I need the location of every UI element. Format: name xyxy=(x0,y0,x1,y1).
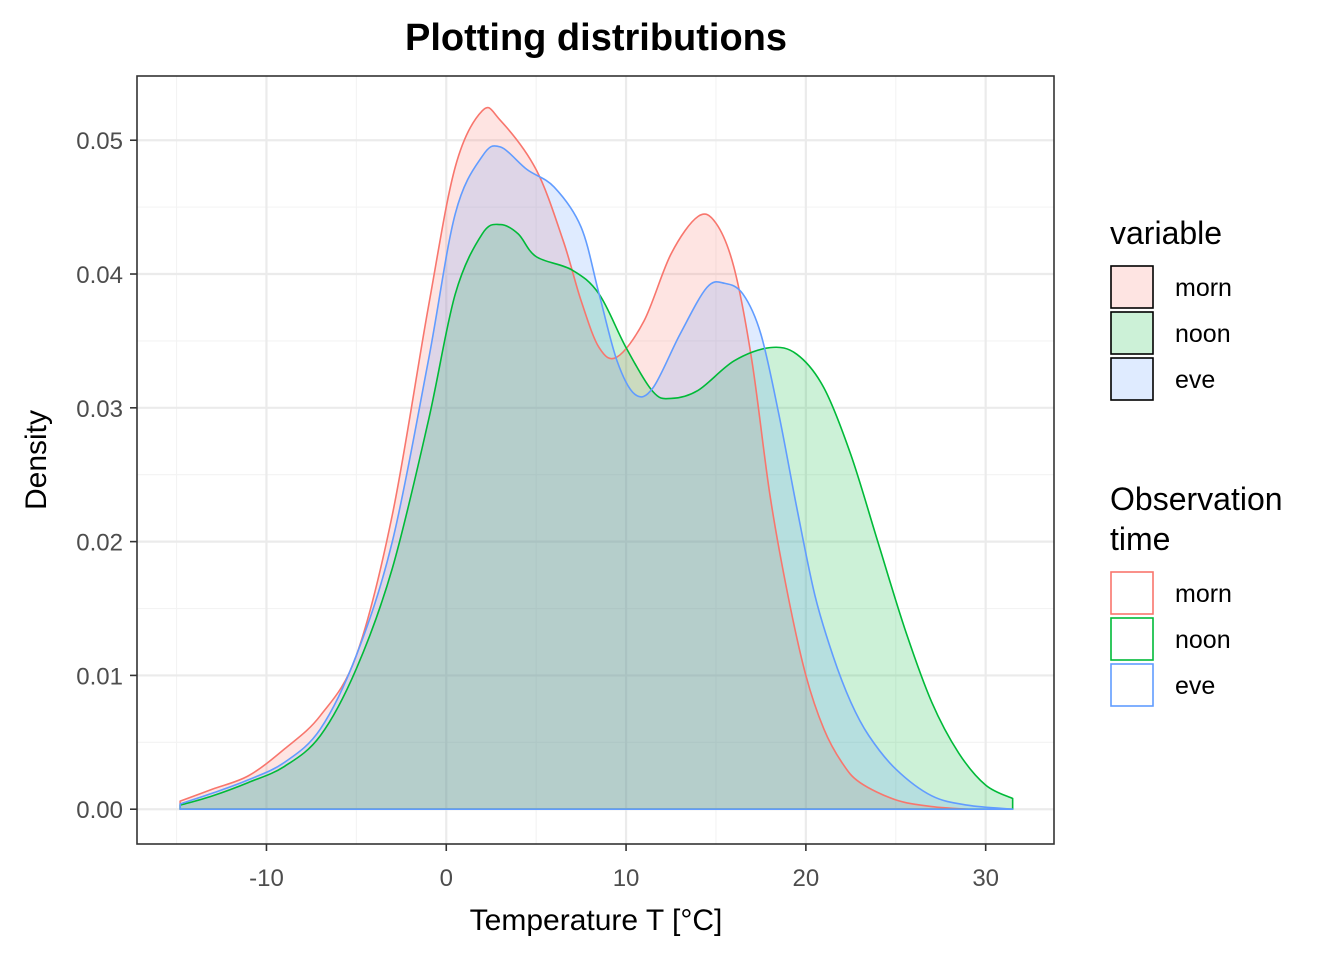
line-eve xyxy=(179,145,1014,811)
legend-label-eve: eve xyxy=(1175,366,1215,394)
y-axis-title: Density xyxy=(20,410,53,510)
y-tick-label: 0.02 xyxy=(76,530,123,557)
legend-title: variable xyxy=(1110,215,1222,251)
legend-label-morn: morn xyxy=(1175,274,1232,302)
panel-border xyxy=(136,75,1055,845)
area-eve xyxy=(180,145,1013,810)
x-tick-label: 30 xyxy=(972,865,999,892)
legend-key-morn xyxy=(1110,265,1154,309)
legend-title: Observation xyxy=(1110,481,1283,517)
x-tick-label: 20 xyxy=(793,865,820,892)
legend-key-eve xyxy=(1110,357,1154,401)
legend-key-noon xyxy=(1110,311,1154,355)
y-tick-label: 0.01 xyxy=(76,663,123,690)
area-morn xyxy=(180,107,968,810)
y-tick-label: 0.00 xyxy=(76,797,123,824)
legends: variablemornnooneveObservationtimemornno… xyxy=(1110,215,1283,707)
y-axis: 0.00 0.01 0.02 0.03 0.04 0.05 xyxy=(76,128,137,824)
legend-1: variable morn noon eve xyxy=(1110,215,1232,401)
line-noon xyxy=(179,223,1014,811)
x-axis: -10 0 10 20 30 xyxy=(249,844,999,892)
density-outlines xyxy=(179,106,1014,811)
chart-title: Plotting distributions xyxy=(405,17,787,59)
x-tick-label: -10 xyxy=(249,865,284,892)
legend-label-noon: noon xyxy=(1175,626,1231,654)
density-areas xyxy=(180,107,1013,810)
plot-panel xyxy=(136,75,1055,845)
legend-label-noon: noon xyxy=(1175,320,1231,348)
y-tick-label: 0.03 xyxy=(76,396,123,423)
panel-background xyxy=(137,76,1054,844)
legend-title: time xyxy=(1110,521,1170,557)
legend-label-morn: morn xyxy=(1175,580,1232,608)
legend-key-eve xyxy=(1110,663,1154,707)
legend-key-morn xyxy=(1110,571,1154,615)
x-tick-label: 10 xyxy=(613,865,640,892)
x-axis-title: Temperature T [°C] xyxy=(470,904,723,937)
legend-label-eve: eve xyxy=(1175,672,1215,700)
legend-key-noon xyxy=(1110,617,1154,661)
minor-gridlines xyxy=(137,76,1054,844)
area-noon xyxy=(180,224,1013,810)
x-tick-label: 0 xyxy=(440,865,453,892)
y-tick-label: 0.05 xyxy=(76,128,123,155)
y-tick-label: 0.04 xyxy=(76,262,123,289)
